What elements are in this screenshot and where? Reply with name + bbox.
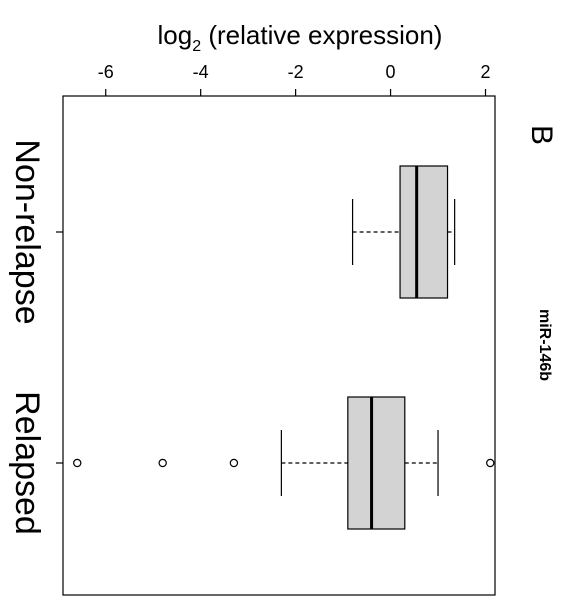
outlier-point: [486, 458, 495, 468]
x-tick-label: 2: [480, 62, 490, 82]
x-axis-title-rest: (relative expression): [201, 20, 442, 50]
iqr-box: [347, 396, 406, 530]
x-axis-title: log2 (relative expression): [158, 20, 443, 55]
x-tick-label: -4: [193, 62, 209, 82]
x-axis-title-main: log: [158, 20, 193, 50]
outlier-point: [229, 458, 239, 468]
category-label: Relapsed: [8, 391, 46, 535]
panel-label: B: [525, 125, 558, 145]
x-axis-ticks: -6 -4 -2 0 2: [98, 62, 491, 96]
box-non-relapse: [351, 165, 456, 299]
boxes: [73, 165, 495, 530]
outlier-point: [73, 458, 82, 468]
outlier-point: [158, 458, 167, 468]
x-tick-label: -6: [98, 62, 114, 82]
x-tick-label: 0: [386, 62, 396, 82]
x-tick-label: -2: [288, 62, 304, 82]
plot-frame: [62, 95, 496, 596]
x-axis-title-subscript: 2: [192, 38, 201, 55]
category-label: Non-relapse: [8, 139, 46, 324]
annotation-label: miR-146b: [536, 309, 553, 381]
box-relapsed: [73, 396, 495, 530]
category-labels: Non-relapse Relapsed: [8, 139, 63, 535]
iqr-box: [399, 165, 449, 299]
